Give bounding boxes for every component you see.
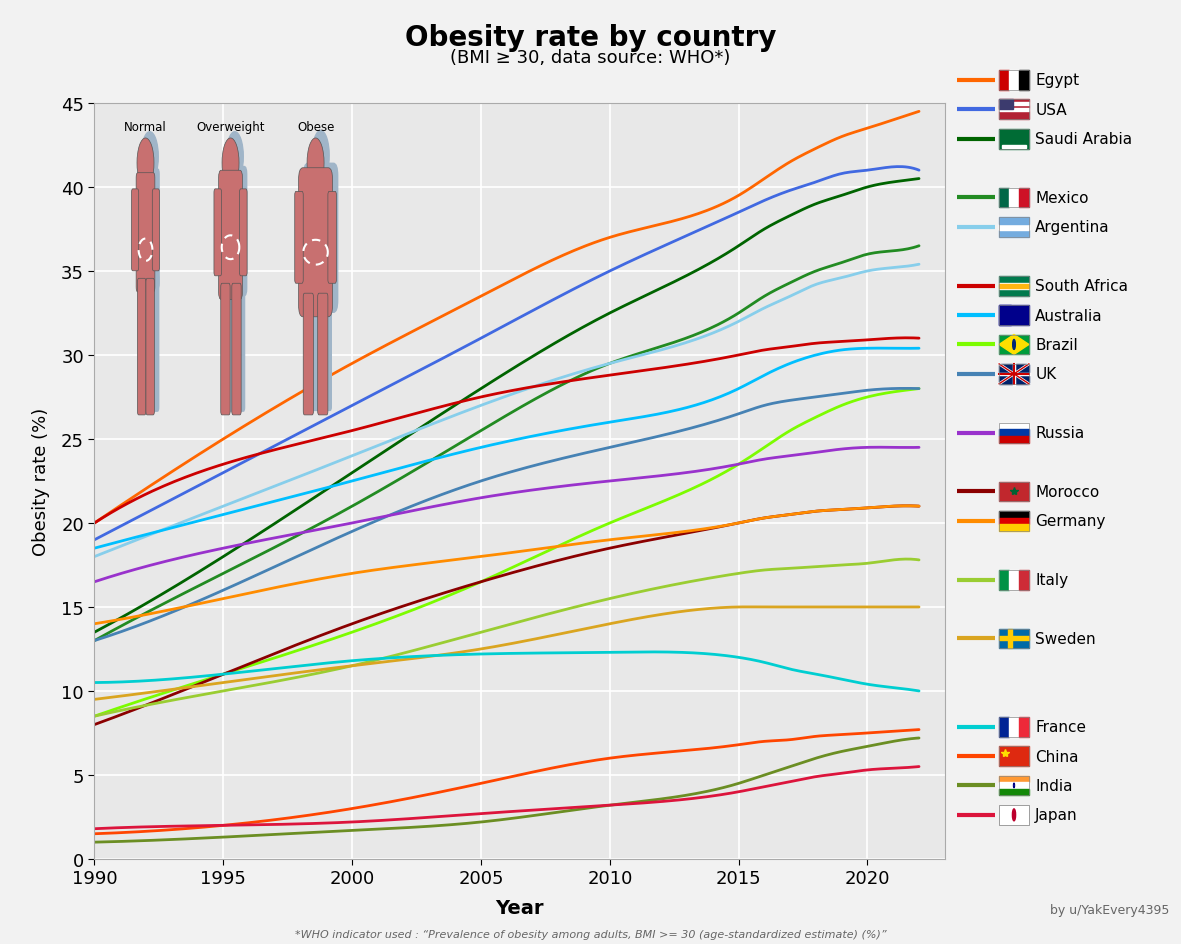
Bar (999, 364, 1029, 384)
Bar (999, 218, 1029, 225)
Bar (999, 776, 1029, 796)
Text: Australia: Australia (1036, 309, 1103, 323)
Bar (999, 747, 1029, 767)
Text: USA: USA (1036, 103, 1066, 118)
Bar (999, 423, 1029, 443)
Text: India: India (1036, 778, 1072, 793)
Bar (999, 71, 1029, 91)
Text: Mexico: Mexico (1036, 191, 1089, 206)
Bar (1009, 629, 1012, 649)
Text: France: France (1036, 719, 1087, 734)
Bar (999, 747, 1029, 767)
Bar (999, 100, 1012, 110)
Bar (999, 629, 1029, 649)
Bar (1003, 145, 1026, 148)
Bar (999, 525, 1029, 531)
Bar (1009, 71, 1019, 91)
Bar (999, 637, 1029, 641)
Bar (999, 430, 1029, 436)
Bar (999, 225, 1029, 231)
Bar (999, 423, 1029, 430)
Bar (999, 189, 1029, 209)
Bar (999, 570, 1029, 590)
Bar (999, 436, 1029, 443)
Bar (999, 717, 1029, 736)
Bar (999, 364, 1029, 384)
Bar (1009, 717, 1019, 736)
Bar (999, 71, 1009, 91)
Bar (999, 518, 1029, 525)
Bar (999, 776, 1029, 783)
Text: *WHO indicator used : “Prevalence of obesity among adults, BMI >= 30 (age-standa: *WHO indicator used : “Prevalence of obe… (295, 929, 886, 939)
Text: South Africa: South Africa (1036, 278, 1128, 294)
Bar (999, 129, 1029, 149)
Bar (999, 129, 1029, 149)
Y-axis label: Obesity rate (%): Obesity rate (%) (32, 408, 50, 555)
Text: Italy: Italy (1036, 573, 1069, 587)
Bar (999, 512, 1029, 531)
Bar (999, 100, 1029, 120)
Bar (999, 482, 1029, 502)
Bar (999, 512, 1029, 518)
Bar (999, 570, 1009, 590)
Bar (999, 100, 1029, 120)
Text: Sweden: Sweden (1036, 632, 1096, 647)
Text: China: China (1036, 749, 1078, 764)
Bar (999, 218, 1029, 238)
Bar (1019, 570, 1029, 590)
Bar (999, 783, 1029, 789)
Text: Russia: Russia (1036, 426, 1084, 441)
Bar (999, 283, 1029, 289)
Text: UK: UK (1036, 367, 1057, 382)
Bar (1009, 570, 1019, 590)
Bar (999, 805, 1029, 825)
Bar (999, 306, 1011, 326)
Bar (999, 284, 1029, 288)
Bar (1019, 71, 1029, 91)
Text: Egypt: Egypt (1036, 74, 1079, 88)
Bar (999, 482, 1029, 502)
X-axis label: Year: Year (495, 899, 544, 918)
Bar (999, 335, 1029, 355)
Circle shape (1012, 340, 1016, 350)
Bar (999, 789, 1029, 796)
Bar (999, 306, 1029, 326)
Circle shape (1012, 809, 1016, 821)
Bar (999, 805, 1029, 825)
Text: Saudi Arabia: Saudi Arabia (1036, 132, 1133, 147)
Bar (999, 110, 1029, 112)
Text: Brazil: Brazil (1036, 338, 1078, 352)
Text: by u/YakEvery4395: by u/YakEvery4395 (1050, 902, 1169, 916)
Text: (BMI ≥ 30, data source: WHO*): (BMI ≥ 30, data source: WHO*) (450, 49, 731, 67)
Text: Germany: Germany (1036, 514, 1105, 529)
Bar (1019, 189, 1029, 209)
Bar (999, 231, 1029, 238)
Bar (999, 189, 1009, 209)
Bar (1009, 189, 1019, 209)
Bar (999, 277, 1029, 296)
Polygon shape (999, 335, 1029, 355)
Text: Obesity rate by country: Obesity rate by country (405, 24, 776, 52)
Bar (1019, 717, 1029, 736)
Bar (999, 629, 1029, 649)
Text: Morocco: Morocco (1036, 484, 1100, 499)
Bar (999, 103, 1029, 106)
Bar (999, 306, 1029, 326)
Bar (999, 277, 1029, 296)
Text: Japan: Japan (1036, 807, 1078, 822)
Bar (999, 335, 1029, 355)
Bar (999, 717, 1009, 736)
Text: Argentina: Argentina (1036, 220, 1110, 235)
